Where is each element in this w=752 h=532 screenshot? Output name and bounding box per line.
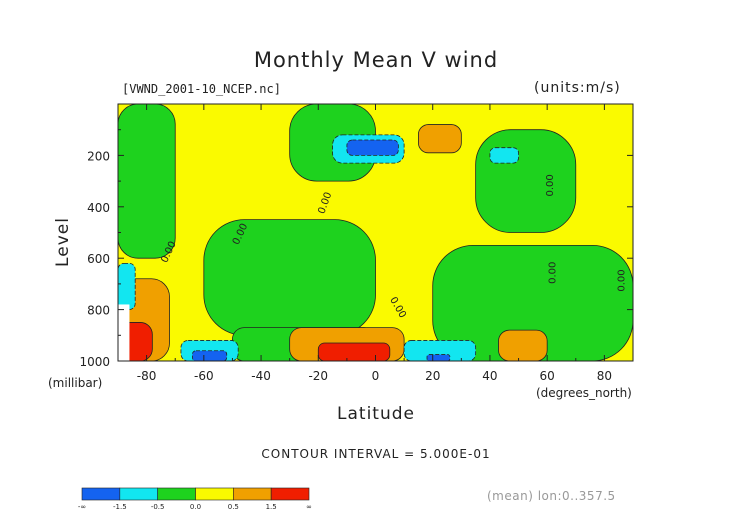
colorbar-label: -∞ (78, 503, 86, 511)
y-tick-label: 600 (87, 252, 110, 266)
x-tick-label: -80 (137, 369, 157, 383)
x-axis-unit: (degrees_north) (536, 386, 632, 400)
region-neg1_5_to_neg0_5-15 (403, 340, 477, 361)
colorbar-swatch (270, 487, 310, 501)
colorbar-label: 1.5 (266, 503, 277, 511)
colorbar-label: ∞ (306, 503, 312, 511)
x-tick-label: -60 (194, 369, 214, 383)
missing-data-patch (118, 304, 130, 361)
contour-regions: 0.000.000.000.000.000.00 0.00 (118, 104, 633, 361)
x-tick-label: -20 (308, 369, 328, 383)
region-lt_neg1_5-12 (191, 350, 228, 361)
colorbar-label: 0.0 (190, 503, 201, 511)
region-neg0_5_to_0-7 (475, 129, 577, 233)
file-label: [VWND_2001-10_NCEP.nc] (122, 82, 281, 96)
colorbar-label: -1.5 (113, 503, 127, 511)
colorbar-swatch (157, 487, 196, 501)
y-axis-unit: (millibar) (48, 376, 103, 390)
x-tick-label: 40 (482, 369, 497, 383)
contour-label-zero: 0.00 (545, 174, 556, 196)
contour-label-zero: 0.00 (616, 269, 627, 291)
colorbar-swatch (119, 487, 158, 501)
y-tick-label: 200 (87, 149, 110, 163)
region-0_5_to_1_5-6 (418, 124, 462, 154)
region-neg0_5_to_0-2 (203, 219, 376, 336)
y-tick-label: 1000 (79, 355, 110, 369)
y-tick-label: 800 (87, 304, 110, 318)
region-lt_neg1_5-5 (346, 139, 399, 156)
x-axis-label: Latitude (337, 404, 415, 424)
footer-note: (mean) lon:0..357.5 (487, 489, 616, 503)
colorbar-label: 0.5 (228, 503, 239, 511)
x-tick-label: 80 (597, 369, 612, 383)
region-neg1_5_to_neg0_5-20 (118, 262, 136, 310)
x-tick-label: 20 (425, 369, 440, 383)
region-lt_neg1_5-16 (426, 354, 451, 361)
contour-interval-text: CONTOUR INTERVAL = 5.000E-01 (261, 447, 491, 461)
units-label: (units:m/s) (534, 80, 621, 96)
region-gt_1_5-14 (317, 342, 391, 361)
contour-label-zero: 0.00 (548, 262, 559, 284)
region-neg1_5_to_neg0_5-8 (489, 147, 519, 164)
y-tick-label: 400 (87, 201, 110, 215)
chart-title: Monthly Mean V wind (253, 48, 499, 72)
x-tick-label: 0 (372, 369, 380, 383)
region-neg0_5_to_0-1 (118, 104, 176, 259)
colorbar-swatch (81, 487, 121, 501)
x-tick-label: -40 (251, 369, 271, 383)
x-tick-label: 60 (540, 369, 555, 383)
region-neg0_5_to_0-9 (432, 244, 633, 361)
colorbar-swatch (195, 487, 234, 501)
colorbar-swatch (233, 487, 272, 501)
region-0_5_to_1_5-17 (498, 329, 548, 361)
colorbar-label: -0.5 (151, 503, 165, 511)
